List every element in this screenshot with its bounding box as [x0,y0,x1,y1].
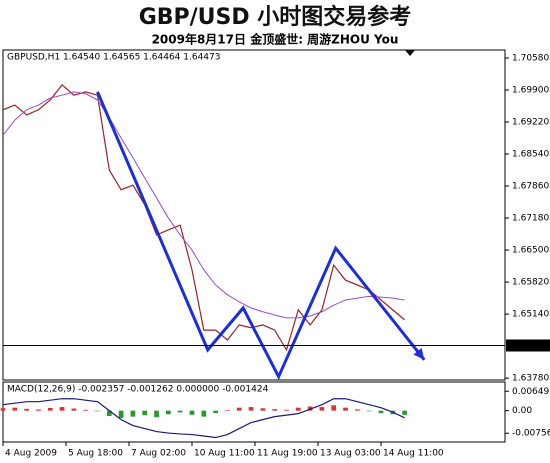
macd-bar [284,409,289,411]
macd-bar [343,407,348,411]
x-tick-label: 13 Aug 03:00 [320,449,381,459]
trend-arrowhead [413,348,425,360]
y-tick-label: 1.65140 [512,310,549,320]
macd-header: MACD(12,26,9) -0.002357 -0.001262 0.0000… [7,385,269,395]
macd-bar [47,407,53,411]
macd-bar [319,407,325,411]
macd-bar [59,407,65,411]
price-line [2,83,405,352]
macd-bar [154,410,159,418]
macd-bar [71,408,77,411]
y-tick-label: 1.69900 [512,86,549,96]
macd-bar [213,410,218,414]
macd-bar [12,407,18,411]
y-tick-label: -0.00756 [512,429,550,439]
trend-line [96,91,426,381]
x-tick-label: 14 Aug 11:00 [383,449,444,459]
macd-bar [354,409,360,411]
macd-bar [295,407,301,411]
x-tick-label: 4 Aug 2009 [5,449,57,459]
y-tick-label: 0.006498 [512,387,550,397]
macd-bar [0,408,6,411]
last-price-box [506,339,550,352]
y-tick-label: 1.67180 [512,214,549,224]
shift-marker [405,50,415,56]
macd-bar [189,410,195,415]
macd-bar [83,409,89,411]
y-tick-label: 1.65820 [512,278,549,288]
macd-bar [106,410,112,417]
macd-bar [142,410,148,416]
main-panel [2,49,506,381]
macd-bar [201,410,207,417]
title: GBP/USD 小时图交易参考 [139,4,412,30]
x-tick-label: 5 Aug 18:00 [68,449,123,459]
macd-bar [236,407,242,411]
y-tick-label: 1.68540 [512,150,549,160]
macd-panel [2,381,506,443]
y-tick-label: 1.66500 [512,246,549,256]
macd-bar [36,409,41,411]
y-tick-label: 0.00 [512,406,532,416]
macd-bar [402,410,407,415]
y-tick-label: 1.70580 [512,54,549,64]
subtitle: 2009年8月17日 金顶盛世: 周游ZHOU You [152,32,399,47]
price-line [2,91,405,319]
y-tick-label: 1.67860 [512,182,549,192]
x-tick-label: 7 Aug 02:00 [131,449,186,459]
macd-bar [260,408,266,411]
macd-bar [225,410,230,411]
macd-bar [378,410,384,414]
macd-bar [24,408,29,411]
y-tick-label: 1.69220 [512,118,549,128]
x-tick-label: 10 Aug 11:00 [194,449,255,459]
macd-bar [366,410,372,412]
macd-bar [331,405,337,411]
macd-bar [272,409,278,411]
macd-bar [95,410,100,412]
macd-line [2,398,405,439]
main-header: GBPUSD,H1 1.64540 1.64565 1.64464 1.6447… [7,53,220,63]
last-price-label: 1.64473 [509,341,546,351]
macd-bar [177,410,183,413]
x-tick-label: 11 Aug 19:00 [257,449,318,459]
macd-bar [248,407,254,411]
macd-bar [166,410,171,415]
y-tick-label: 1.63780 [512,374,549,384]
macd-bar [118,410,124,419]
macd-bar [130,410,136,417]
